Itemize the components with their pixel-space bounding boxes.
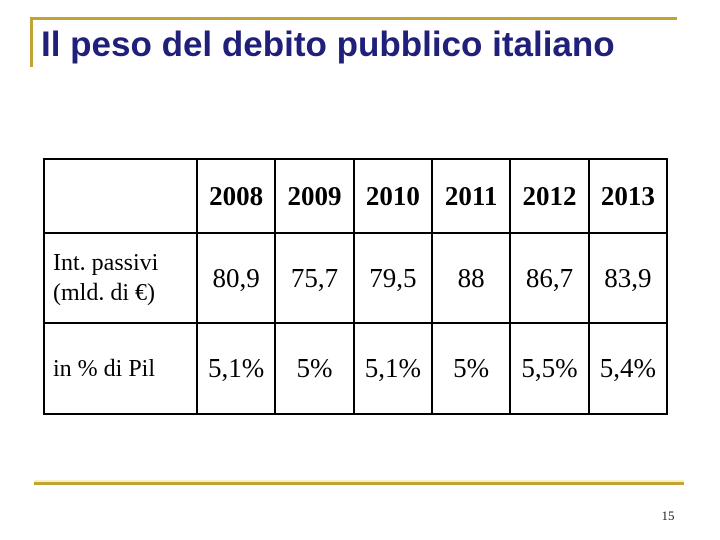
table-cell: 80,9 xyxy=(195,232,277,324)
table-header-year-2009: 2009 xyxy=(274,158,355,234)
table-cell: 86,7 xyxy=(509,232,590,324)
top-accent-line xyxy=(30,17,677,20)
row-label-int-passivi: Int. passivi (mld. di €) xyxy=(43,232,198,324)
bottom-accent-line-light xyxy=(34,480,684,482)
table-header-year-2013: 2013 xyxy=(587,158,669,234)
table-cell: 88 xyxy=(430,232,512,324)
table-cell: 5,4% xyxy=(587,322,669,415)
table-row-interessi-passivi: Int. passivi (mld. di €) 80,9 75,7 79,5 … xyxy=(43,232,669,324)
title-accent-bar xyxy=(30,17,33,67)
table-cell: 79,5 xyxy=(352,232,433,324)
table-header-row: 2008 2009 2010 2011 2012 2013 xyxy=(43,158,669,234)
table-header-year-2008: 2008 xyxy=(195,158,277,234)
page-number: 15 xyxy=(661,508,675,523)
debt-table: 2008 2009 2010 2011 2012 2013 Int. passi… xyxy=(43,158,669,415)
table-header-year-2012: 2012 xyxy=(509,158,590,234)
table-cell: 75,7 xyxy=(274,232,355,324)
table-cell: 5,1% xyxy=(195,322,277,415)
table-cell: 5,1% xyxy=(352,322,433,415)
table-cell: 5,5% xyxy=(509,322,590,415)
table-header-year-2010: 2010 xyxy=(352,158,433,234)
row-label-percent-pil: in % di Pil xyxy=(43,322,198,415)
table-cell: 5% xyxy=(274,322,355,415)
table-cell: 5% xyxy=(430,322,512,415)
bottom-accent-line-gold xyxy=(34,482,684,485)
slide-title: Il peso del debito pubblico italiano xyxy=(41,25,615,64)
table-cell: 83,9 xyxy=(587,232,669,324)
table-row-percent-pil: in % di Pil 5,1% 5% 5,1% 5% 5,5% 5,4% xyxy=(43,322,669,415)
table-header-year-2011: 2011 xyxy=(430,158,512,234)
table-corner-cell xyxy=(43,158,198,234)
